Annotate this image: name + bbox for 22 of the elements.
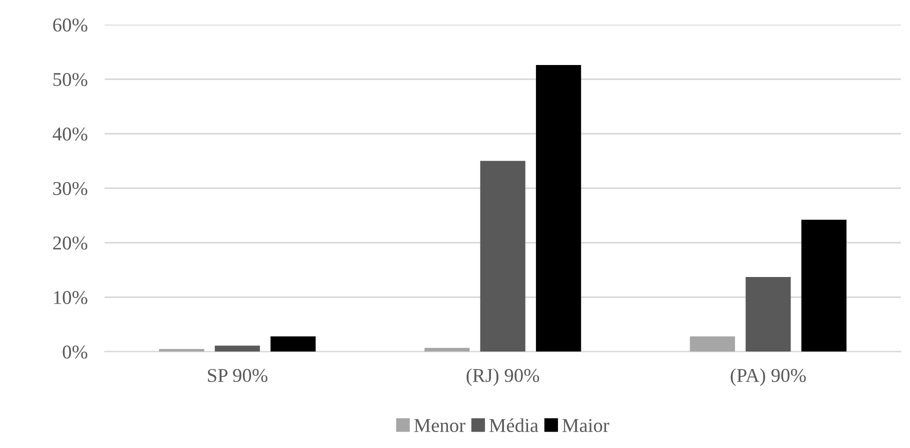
y-tick-label: 60%	[53, 18, 88, 32]
bar	[690, 336, 736, 352]
y-tick-label: 20%	[53, 236, 88, 250]
bar	[746, 277, 791, 352]
legend-label: Média	[489, 418, 538, 432]
bar	[536, 64, 582, 352]
bar	[214, 346, 260, 352]
x-tick-label: (PA) 90%	[730, 368, 806, 386]
bar	[270, 336, 316, 352]
x-tick-label: (RJ) 90%	[466, 368, 540, 386]
legend-label: Maior	[562, 418, 610, 432]
bar	[424, 348, 470, 352]
x-tick-label: SP 90%	[208, 368, 268, 382]
bar	[480, 160, 526, 352]
y-tick-label: 50%	[53, 72, 88, 86]
legend-label: Menor	[414, 419, 466, 432]
y-tick-label: 40%	[52, 127, 88, 141]
bar	[801, 220, 846, 352]
bar	[159, 348, 204, 352]
y-tick-label: 10%	[54, 290, 88, 304]
y-tick-label: 30%	[53, 182, 88, 196]
y-tick-label: 0%	[62, 345, 88, 359]
